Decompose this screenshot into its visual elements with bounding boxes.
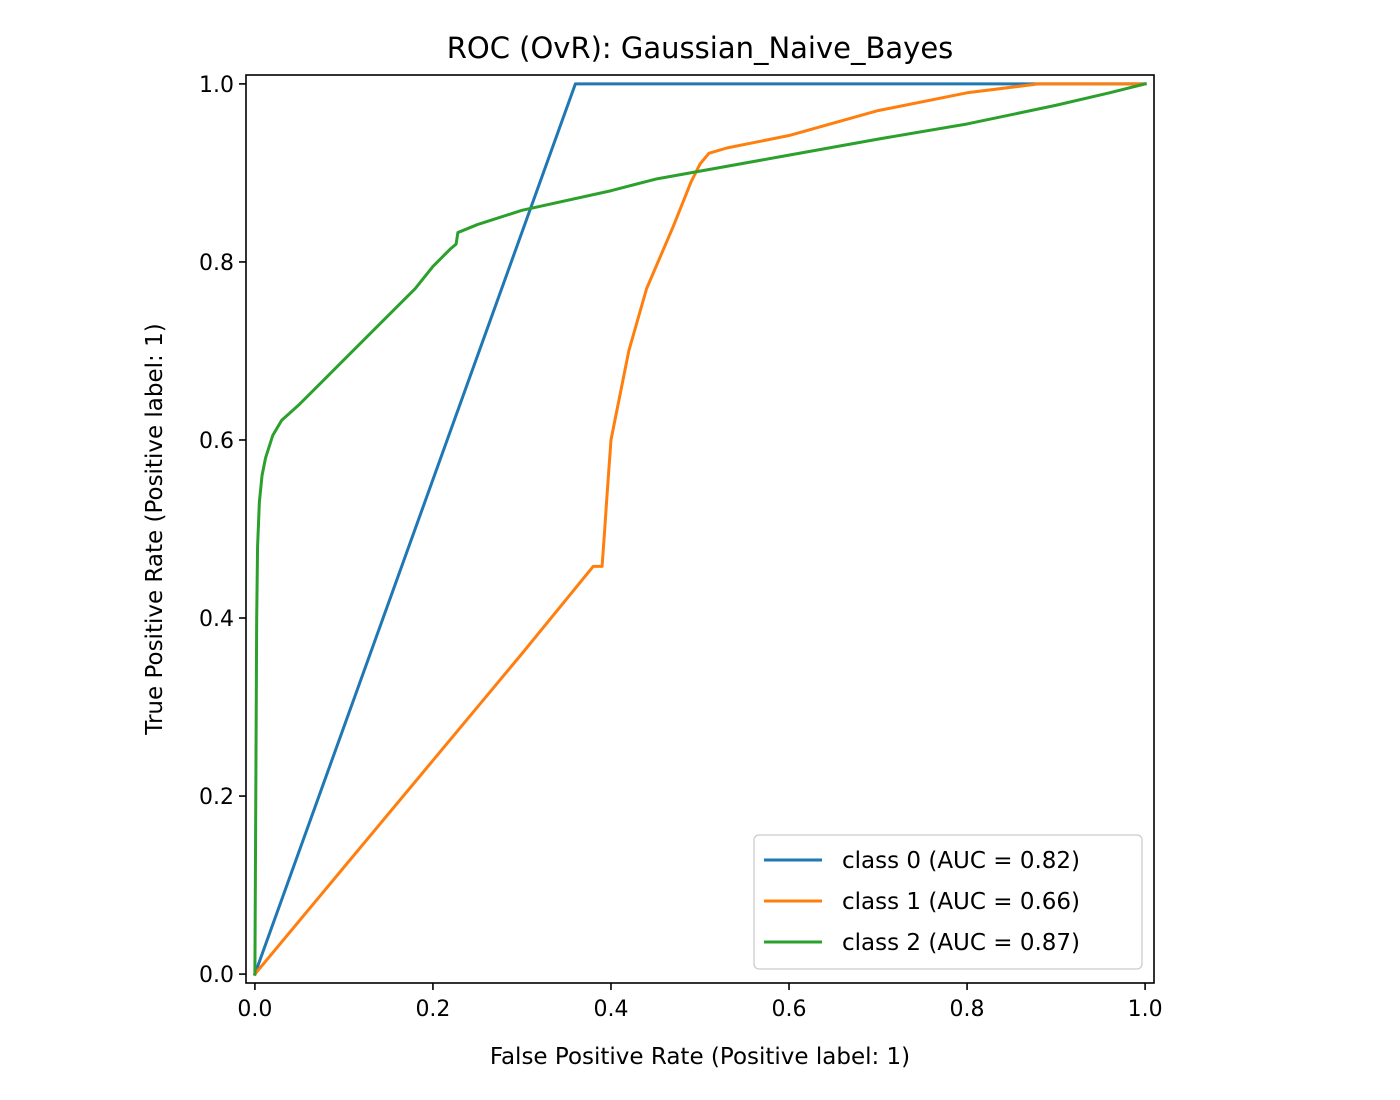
roc-curve-class-1 bbox=[252, 82, 1147, 977]
x-axis-ticks: 0.0 0.2 0.4 0.6 0.8 1.0 bbox=[237, 983, 1163, 1022]
plot-frame bbox=[245, 74, 1155, 984]
x-tick-label: 0.6 bbox=[772, 997, 807, 1022]
y-tick-label: 0.2 bbox=[199, 785, 234, 810]
y-tick-label: 0.6 bbox=[199, 429, 234, 454]
x-tick-label: 0.2 bbox=[415, 997, 450, 1022]
legend-label-class-2: class 2 (AUC = 0.87) bbox=[842, 930, 1080, 956]
legend-label-class-0: class 0 (AUC = 0.82) bbox=[842, 848, 1080, 874]
y-tick-label: 0.0 bbox=[199, 963, 234, 988]
x-tick-label: 0.4 bbox=[593, 997, 628, 1022]
roc-curve-class-0 bbox=[252, 82, 1147, 977]
legend-box bbox=[753, 834, 1143, 970]
roc-curves bbox=[252, 82, 1147, 977]
y-tick-label: 1.0 bbox=[199, 73, 234, 98]
x-tick-label: 0.8 bbox=[950, 997, 985, 1022]
legend-entries: class 0 (AUC = 0.82) class 1 (AUC = 0.66)… bbox=[764, 848, 1080, 956]
x-tick-label: 0.0 bbox=[237, 997, 272, 1022]
legend: class 0 (AUC = 0.82) class 1 (AUC = 0.66)… bbox=[753, 834, 1143, 970]
y-axis-ticks: 0.0 0.2 0.4 0.6 0.8 1.0 bbox=[199, 73, 246, 988]
x-axis-label: False Positive Rate (Positive label: 1) bbox=[490, 1044, 910, 1070]
y-axis-label: True Positive Rate (Positive label: 1) bbox=[142, 323, 168, 735]
chart-title: ROC (OvR): Gaussian_Naive_Bayes bbox=[447, 31, 954, 65]
x-tick-label: 1.0 bbox=[1128, 997, 1163, 1022]
legend-label-class-1: class 1 (AUC = 0.66) bbox=[842, 889, 1080, 915]
y-tick-label: 0.8 bbox=[199, 251, 234, 276]
roc-curve-class-2 bbox=[253, 82, 1147, 976]
y-tick-label: 0.4 bbox=[199, 607, 234, 632]
